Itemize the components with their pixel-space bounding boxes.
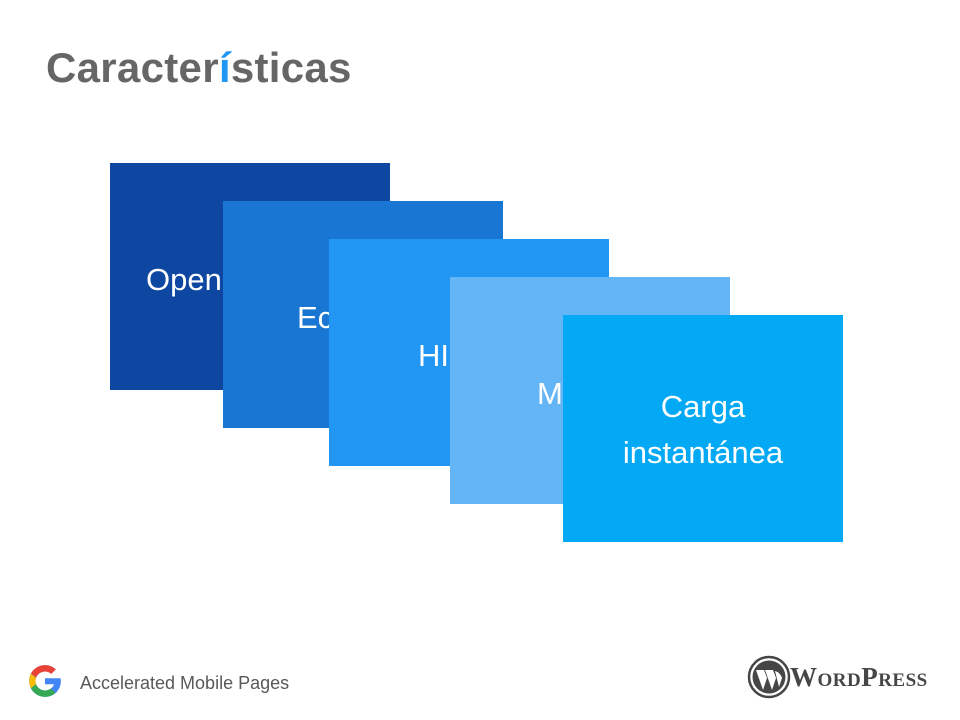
wordpress-logo: [747, 655, 791, 699]
card-label: M: [537, 376, 563, 411]
footer-text: Accelerated Mobile Pages: [80, 673, 290, 693]
card-label: Ec: [297, 300, 334, 335]
slide-title: Características: [46, 44, 352, 92]
card-label: Open: [146, 262, 222, 297]
card-label: Carga instantánea: [622, 389, 784, 470]
card-label: HI: [418, 338, 449, 373]
feature-card: Carga instantánea: [563, 315, 843, 542]
title-part: í: [218, 44, 231, 91]
title-part: sticas: [230, 44, 352, 91]
google-logo: [29, 665, 61, 697]
title-part: Caracter: [46, 44, 219, 91]
wordpress-wordmark: WordPress: [790, 662, 928, 692]
